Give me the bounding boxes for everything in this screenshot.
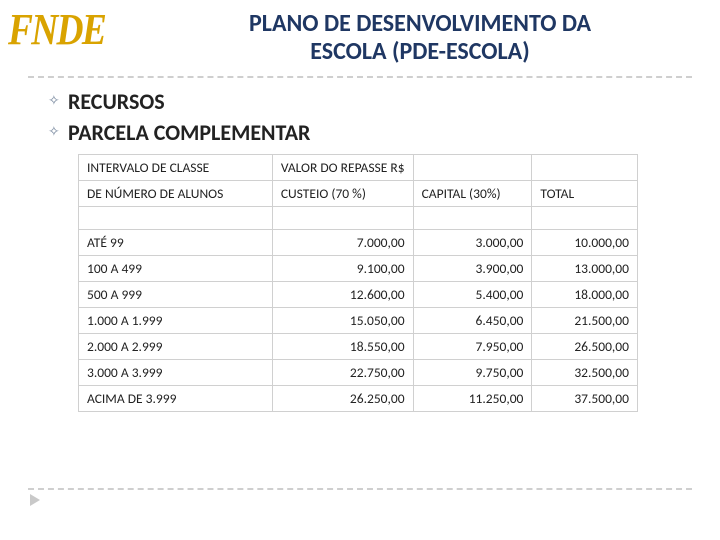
divider-bottom (28, 488, 692, 490)
th-total: TOTAL (532, 181, 638, 207)
row-capital: 5.400,00 (413, 282, 532, 308)
title-line-1: PLANO DE DESENVOLVIMENTO DA (249, 9, 591, 38)
table-row: 1.000 A 1.999 15.050,00 6.450,00 21.500,… (79, 308, 638, 334)
logo-fnde: FNDE (8, 4, 105, 55)
row-label: ACIMA DE 3.999 (79, 386, 273, 412)
table-row: 2.000 A 2.999 18.550,00 7.950,00 26.500,… (79, 334, 638, 360)
row-label: 1.000 A 1.999 (79, 308, 273, 334)
row-capital: 6.450,00 (413, 308, 532, 334)
th-blank (532, 155, 638, 181)
bullet-text: RECURSOS (68, 88, 165, 115)
table-row: 3.000 A 3.999 22.750,00 9.750,00 32.500,… (79, 360, 638, 386)
data-table-wrap: INTERVALO DE CLASSE VALOR DO REPASSE R$ … (78, 154, 638, 412)
row-total: 32.500,00 (532, 360, 638, 386)
table-header-row-2: DE NÚMERO DE ALUNOS CUSTEIO (70 %) CAPIT… (79, 181, 638, 207)
row-custeio: 18.550,00 (272, 334, 413, 360)
th-num-alunos: DE NÚMERO DE ALUNOS (79, 181, 273, 207)
row-custeio: 15.050,00 (272, 308, 413, 334)
row-label: 3.000 A 3.999 (79, 360, 273, 386)
table-row: 500 A 999 12.600,00 5.400,00 18.000,00 (79, 282, 638, 308)
th-capital: CAPITAL (30%) (413, 181, 532, 207)
row-total: 37.500,00 (532, 386, 638, 412)
row-custeio: 22.750,00 (272, 360, 413, 386)
row-total: 21.500,00 (532, 308, 638, 334)
bullet-marker-icon: ✧ (48, 88, 68, 114)
row-total: 26.500,00 (532, 334, 638, 360)
row-custeio: 26.250,00 (272, 386, 413, 412)
row-capital: 9.750,00 (413, 360, 532, 386)
th-blank (413, 155, 532, 181)
row-custeio: 12.600,00 (272, 282, 413, 308)
data-table: INTERVALO DE CLASSE VALOR DO REPASSE R$ … (78, 154, 638, 412)
bullet-list: ✧ RECURSOS ✧ PARCELA COMPLEMENTAR (48, 88, 692, 150)
row-label: ATÉ 99 (79, 230, 273, 256)
row-capital: 7.950,00 (413, 334, 532, 360)
table-blank-row (79, 207, 638, 230)
row-custeio: 7.000,00 (272, 230, 413, 256)
bullet-text: PARCELA COMPLEMENTAR (68, 119, 310, 146)
row-capital: 11.250,00 (413, 386, 532, 412)
row-custeio: 9.100,00 (272, 256, 413, 282)
table-row: 100 A 499 9.100,00 3.900,00 13.000,00 (79, 256, 638, 282)
row-label: 100 A 499 (79, 256, 273, 282)
row-capital: 3.000,00 (413, 230, 532, 256)
row-capital: 3.900,00 (413, 256, 532, 282)
row-label: 2.000 A 2.999 (79, 334, 273, 360)
bullet-item: ✧ PARCELA COMPLEMENTAR (48, 119, 692, 146)
title-line-2: ESCOLA (PDE-ESCOLA) (310, 37, 529, 66)
table-row: ATÉ 99 7.000,00 3.000,00 10.000,00 (79, 230, 638, 256)
th-intervalo: INTERVALO DE CLASSE (79, 155, 273, 181)
divider-top (28, 76, 692, 78)
th-valor-repasse: VALOR DO REPASSE R$ (272, 155, 413, 181)
bullet-marker-icon: ✧ (48, 119, 68, 145)
th-custeio: CUSTEIO (70 %) (272, 181, 413, 207)
page-corner-icon (30, 494, 40, 506)
row-total: 10.000,00 (532, 230, 638, 256)
slide-title: PLANO DE DESENVOLVIMENTO DA ESCOLA (PDE-… (140, 10, 700, 65)
row-total: 13.000,00 (532, 256, 638, 282)
table-header-row-1: INTERVALO DE CLASSE VALOR DO REPASSE R$ (79, 155, 638, 181)
row-total: 18.000,00 (532, 282, 638, 308)
bullet-item: ✧ RECURSOS (48, 88, 692, 115)
row-label: 500 A 999 (79, 282, 273, 308)
table-row: ACIMA DE 3.999 26.250,00 11.250,00 37.50… (79, 386, 638, 412)
